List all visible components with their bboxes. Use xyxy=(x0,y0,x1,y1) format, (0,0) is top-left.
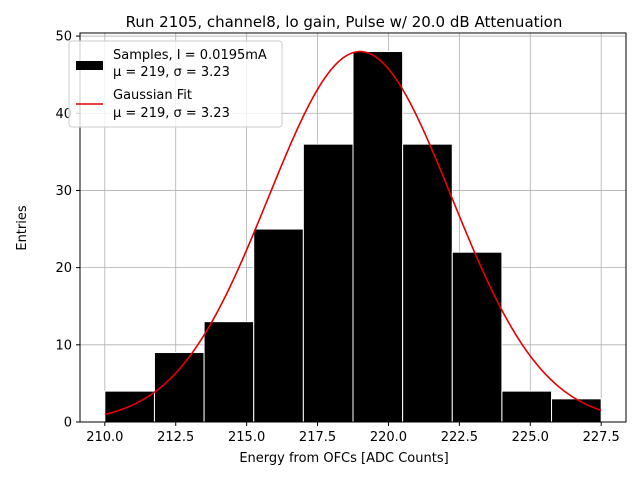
histogram-bar xyxy=(451,251,503,423)
histogram-bar xyxy=(203,321,255,423)
histogram-bar xyxy=(501,390,553,423)
histogram-bar xyxy=(402,143,453,423)
gaussian-fit-layer xyxy=(104,50,602,416)
x-tick-label: 222.5 xyxy=(441,430,478,445)
x-tick-label: 225.0 xyxy=(512,430,549,445)
legend-histogram-stats: μ = 219, σ = 3.23 xyxy=(113,65,230,80)
legend: Samples, I = 0.0195mA μ = 219, σ = 3.23 … xyxy=(68,40,283,128)
legend-fit-stats: μ = 219, σ = 3.23 xyxy=(113,106,230,121)
x-axis-ticks: 210.0 212.5 215.0 217.5 220.0 222.5 225.0 227.5 xyxy=(86,422,620,445)
histogram-bar xyxy=(352,51,404,423)
legend-box xyxy=(68,40,283,128)
histogram-bars xyxy=(104,51,602,423)
legend-histogram-swatch xyxy=(76,61,103,70)
histogram-bar xyxy=(551,398,602,423)
x-tick-label: 217.5 xyxy=(299,430,336,445)
x-tick-label: 227.5 xyxy=(583,430,620,445)
x-tick-label: 220.0 xyxy=(370,430,407,445)
y-tick-label: 40 xyxy=(55,107,72,122)
y-tick-label: 20 xyxy=(55,261,72,276)
y-tick-label: 50 xyxy=(55,30,72,45)
x-axis-label: Energy from OFCs [ADC Counts] xyxy=(239,451,448,466)
legend-fit-name: Gaussian Fit xyxy=(113,88,192,103)
plot-frame xyxy=(79,32,627,423)
chart-title: Run 2105, channel8, lo gain, Pulse w/ 20… xyxy=(126,13,563,31)
x-tick-label: 215.0 xyxy=(228,430,265,445)
gaussian-fit-curve xyxy=(104,50,602,416)
x-tick-label: 212.5 xyxy=(157,430,194,445)
y-tick-label: 0 xyxy=(64,416,72,431)
histogram-bar xyxy=(253,228,304,423)
y-tick-label: 10 xyxy=(55,338,72,353)
legend-histogram-name: Samples, I = 0.0195mA xyxy=(113,48,267,63)
x-tick-label: 210.0 xyxy=(86,430,123,445)
histogram-bar xyxy=(302,143,354,423)
y-tick-label: 30 xyxy=(55,184,72,199)
y-axis-ticks: 0 10 20 30 40 50 xyxy=(55,30,80,431)
y-axis-label: Entries xyxy=(15,205,30,251)
